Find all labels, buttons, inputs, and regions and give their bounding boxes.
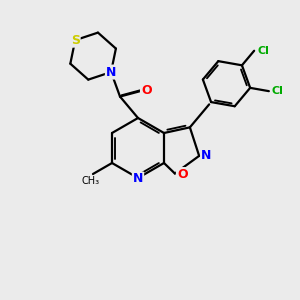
Text: Cl: Cl [272,86,284,96]
Text: S: S [71,34,80,47]
Text: O: O [141,84,152,98]
Text: N: N [201,149,211,162]
Text: N: N [106,66,116,79]
Text: Cl: Cl [257,46,269,56]
Text: CH₃: CH₃ [82,176,100,186]
Text: O: O [177,168,188,181]
Text: N: N [133,172,143,185]
